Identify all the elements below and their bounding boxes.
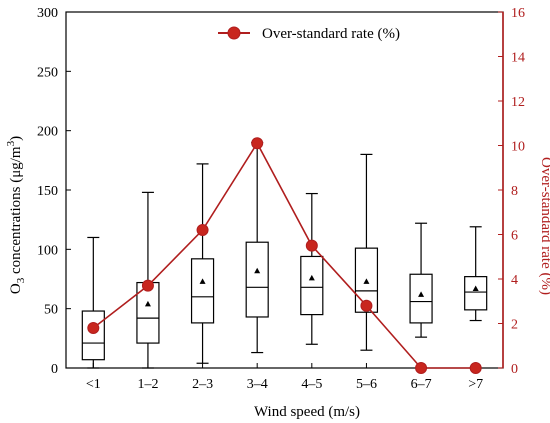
box-mean-marker-7 bbox=[472, 285, 479, 291]
over-standard-point-6 bbox=[415, 362, 428, 374]
x-tick-label-3: 3–4 bbox=[247, 377, 268, 392]
x-tick-label-5: 5–6 bbox=[356, 377, 377, 392]
legend: Over-standard rate (%) bbox=[218, 26, 400, 42]
x-tick-label-2: 2–3 bbox=[192, 377, 213, 392]
box-0 bbox=[81, 236, 105, 369]
box-5 bbox=[354, 153, 379, 351]
y-tick-label-5: 250 bbox=[37, 65, 58, 80]
y2-tick-label-8: 16 bbox=[511, 6, 525, 21]
box-7 bbox=[464, 226, 488, 322]
y-axis-label-prefix: O bbox=[8, 283, 24, 294]
box-mean-marker-4 bbox=[308, 274, 315, 281]
x-tick-label-7: >7 bbox=[468, 377, 483, 392]
y2-tick-label-1: 2 bbox=[511, 318, 518, 333]
box-mean-marker-6 bbox=[418, 291, 425, 297]
box-2 bbox=[190, 163, 215, 364]
box-iqr-4 bbox=[300, 255, 324, 316]
x-tick-label-6: 6–7 bbox=[411, 377, 432, 392]
x-axis-label: Wind speed (m/s) bbox=[254, 404, 360, 420]
box-iqr-3 bbox=[245, 241, 269, 318]
y2-tick-label-7: 14 bbox=[511, 51, 525, 66]
box-3 bbox=[245, 141, 269, 354]
box-4 bbox=[300, 192, 324, 345]
box-mean-marker-3 bbox=[254, 267, 261, 274]
y2-tick-label-6: 12 bbox=[511, 95, 525, 110]
y-axis-label-sub: 3 bbox=[15, 277, 27, 283]
y-tick-label-1: 50 bbox=[44, 303, 58, 318]
y2-tick-label-0: 0 bbox=[511, 362, 518, 377]
over-standard-point-1 bbox=[141, 279, 154, 292]
y-tick-label-4: 200 bbox=[37, 125, 58, 140]
over-standard-line bbox=[92, 141, 476, 369]
over-standard-point-7 bbox=[469, 362, 482, 374]
y-axis-label-suffix: ) bbox=[8, 136, 24, 141]
over-standard-point-5 bbox=[360, 299, 373, 312]
boxes-layer bbox=[81, 141, 488, 369]
y-axis-label-mid: concentrations (μg/m bbox=[8, 146, 24, 278]
legend-label: Over-standard rate (%) bbox=[262, 26, 400, 42]
y-axis-label: O3 concentrations (μg/m3) bbox=[5, 136, 27, 294]
over-standard-point-4 bbox=[305, 239, 318, 252]
box-iqr-0 bbox=[81, 310, 105, 361]
box-iqr-6 bbox=[409, 273, 433, 324]
y-axis-label-sup: 3 bbox=[5, 140, 17, 146]
box-mean-marker-1 bbox=[144, 300, 151, 307]
x-tick-label-1: 1–2 bbox=[137, 377, 158, 392]
over-standard-point-3 bbox=[251, 137, 264, 150]
y2-tick-label-4: 8 bbox=[511, 184, 518, 199]
box-mean-marker-5 bbox=[363, 278, 370, 284]
box-iqr-7 bbox=[464, 276, 488, 311]
y-tick-label-2: 100 bbox=[37, 243, 58, 258]
over-standard-point-2 bbox=[196, 224, 209, 237]
over-standard-line-layer bbox=[87, 137, 482, 374]
y2-tick-label-3: 6 bbox=[511, 229, 518, 244]
y-tick-label-6: 300 bbox=[37, 6, 58, 21]
box-mean-marker-2 bbox=[199, 278, 206, 284]
legend-marker-icon bbox=[227, 26, 241, 40]
y-tick-label-3: 150 bbox=[37, 184, 58, 199]
plot-frame bbox=[65, 11, 504, 369]
x-tick-label-0: <1 bbox=[86, 377, 101, 392]
over-standard-point-0 bbox=[87, 321, 100, 334]
y2-tick-label-2: 4 bbox=[511, 273, 518, 288]
box-iqr-2 bbox=[190, 258, 215, 324]
box-6 bbox=[409, 222, 433, 338]
y2-tick-label-5: 10 bbox=[511, 140, 525, 155]
axes-layer: 0 50 100 150 200 250 300 0 2 4 6 8 10 12 14 16 <1 1–2 2–3 3… bbox=[37, 6, 525, 392]
y-tick-label-0: 0 bbox=[51, 362, 58, 377]
y2-axis-label: Over-standard rate (%) bbox=[538, 157, 550, 295]
x-tick-label-4: 4–5 bbox=[301, 377, 322, 392]
